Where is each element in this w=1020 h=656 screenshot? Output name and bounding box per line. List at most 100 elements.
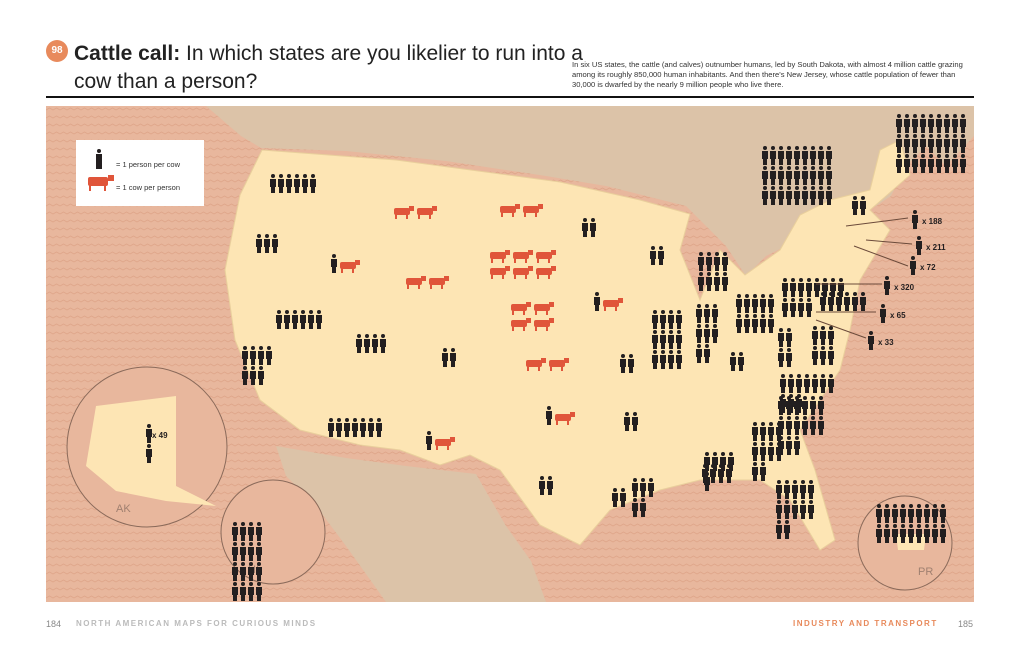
person-icon [936, 114, 942, 133]
icon-group [242, 346, 272, 385]
person-icon [752, 442, 758, 461]
person-icon [784, 480, 790, 499]
person-icon [912, 154, 918, 173]
person-icon [380, 334, 386, 353]
person-icon [770, 186, 776, 205]
cow-icon [394, 206, 414, 219]
person-icon [676, 350, 682, 369]
inset-hawaii [220, 479, 326, 585]
icon-group [632, 478, 654, 517]
multiplier-label: x 211 [926, 243, 946, 252]
person-icon [712, 304, 718, 323]
cow-icon [417, 206, 437, 219]
person-icon [826, 166, 832, 185]
person-icon [310, 174, 316, 193]
person-icon [944, 154, 950, 173]
icon-group [876, 504, 946, 543]
icon-group [331, 254, 360, 273]
person-icon [652, 350, 658, 369]
person-icon [620, 488, 626, 507]
person-icon [676, 310, 682, 329]
person-icon [256, 582, 262, 601]
person-icon [884, 276, 890, 295]
person-icon [812, 326, 818, 345]
person-icon [876, 524, 882, 543]
cow-icon [406, 276, 426, 289]
person-icon [356, 334, 362, 353]
icon-group [704, 452, 734, 491]
icon-group [812, 326, 834, 365]
person-icon [372, 334, 378, 353]
icon-group [406, 276, 449, 289]
person-icon [768, 294, 774, 313]
person-icon [932, 504, 938, 523]
map-number-badge: 98 [46, 40, 68, 62]
cow-icon [88, 175, 114, 191]
right-page-number: 185 [958, 619, 974, 629]
person-icon [256, 562, 262, 581]
person-icon [928, 114, 934, 133]
icon-group [736, 294, 774, 333]
person-icon [706, 272, 712, 291]
person-icon [912, 210, 918, 229]
person-icon [722, 272, 728, 291]
person-icon [146, 444, 152, 463]
multiplier-label: x 320 [894, 283, 915, 292]
multiplier-label: x 33 [878, 338, 894, 347]
person-icon [892, 504, 898, 523]
person-icon [328, 418, 334, 437]
callout-line [865, 239, 913, 245]
person-icon [760, 314, 766, 333]
icon-group [546, 406, 575, 425]
person-icon [836, 292, 842, 311]
person-icon [802, 166, 808, 185]
person-icon [696, 304, 702, 323]
cow-icon [511, 302, 531, 315]
person-icon [940, 524, 946, 543]
icon-group [652, 310, 682, 369]
cow-icon [513, 266, 533, 279]
person-icon [760, 442, 766, 461]
person-icon [706, 252, 712, 271]
person-icon [826, 146, 832, 165]
person-icon [794, 416, 800, 435]
icon-group [778, 396, 824, 455]
cow-icon [536, 266, 556, 279]
icon-group [852, 196, 866, 215]
legend: = 1 person per cow = 1 cow per person [76, 140, 204, 206]
book-title: NORTH AMERICAN MAPS FOR CURIOUS MINDS [76, 619, 317, 628]
person-icon [818, 416, 824, 435]
cow-icon [549, 358, 569, 371]
icon-group [624, 412, 638, 431]
person-icon [250, 346, 256, 365]
person-icon [802, 416, 808, 435]
cow-icon [511, 318, 531, 331]
multiplier-label: x 72 [920, 263, 936, 272]
person-icon [778, 436, 784, 455]
person-icon [924, 524, 930, 543]
multiplier-label: x 188 [922, 217, 943, 226]
person-icon [904, 154, 910, 173]
legend-cow-label: = 1 cow per person [116, 183, 180, 192]
person-icon [660, 330, 666, 349]
person-icon [928, 154, 934, 173]
callout-line [845, 217, 909, 227]
person-icon [794, 396, 800, 415]
icon-group [490, 250, 556, 279]
person-icon [624, 412, 630, 431]
label-ak: AK [116, 503, 131, 515]
multiplier-label: x 49 [152, 431, 168, 440]
person-icon [826, 186, 832, 205]
person-icon [920, 154, 926, 173]
person-icon [910, 256, 916, 275]
person-icon [344, 418, 350, 437]
person-icon [908, 524, 914, 543]
cow-icon [555, 412, 575, 425]
person-icon [376, 418, 382, 437]
person-icon [294, 174, 300, 193]
person-icon [768, 442, 774, 461]
person-icon [790, 278, 796, 297]
person-icon [308, 310, 314, 329]
person-icon [916, 524, 922, 543]
